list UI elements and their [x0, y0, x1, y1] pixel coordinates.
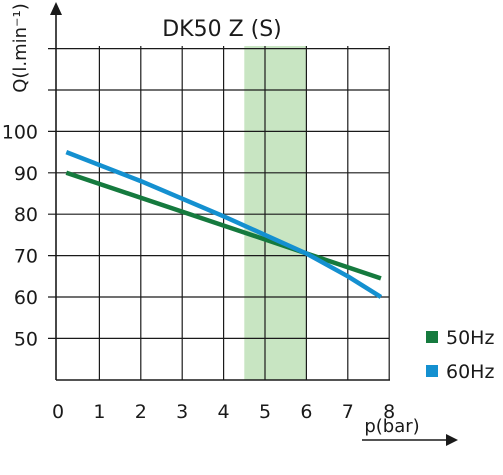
y-tick-label: 90 [14, 163, 38, 185]
x-tick-label: 1 [93, 401, 105, 423]
grid-layer [48, 46, 390, 380]
x-tick-label: 7 [342, 401, 354, 423]
series-line-50hz [65, 170, 382, 281]
x-tick-label: 3 [176, 401, 188, 423]
legend-swatch-50hz [426, 331, 438, 343]
x-tick-label: 4 [218, 401, 230, 423]
y-tick-label: 100 [2, 121, 38, 143]
legend-swatch-60hz [426, 365, 438, 377]
x-axis-label: p(bar) [364, 416, 419, 437]
legend-label-50hz: 50Hz [446, 327, 494, 349]
legend: 50Hz 60Hz [426, 327, 494, 383]
highlight-band-layer [244, 46, 307, 380]
y-axis-label: Q(l.min⁻¹) [10, 3, 31, 93]
series-layer [65, 150, 383, 299]
x-tick-label: 6 [300, 401, 312, 423]
chart-title: DK50 Z (S) [162, 17, 282, 42]
x-tick-label: 8 [383, 401, 395, 423]
y-axis-arrow-icon [50, 2, 62, 15]
highlight-band [244, 46, 307, 380]
xlabel-arrow-icon [446, 434, 458, 446]
y-tick-label: 70 [14, 246, 38, 268]
tick-label-layer: 0 1 2 3 4 5 6 7 8 50 60 70 80 90 100 [2, 121, 396, 423]
x-tick-label: 5 [259, 401, 271, 423]
legend-label-60hz: 60Hz [446, 361, 494, 383]
series-line-60hz [65, 150, 383, 299]
y-tick-label: 80 [14, 204, 38, 226]
x-tick-label: 0 [52, 401, 64, 423]
axis-layer [50, 2, 458, 446]
y-tick-label: 60 [14, 287, 38, 309]
x-tick-label: 2 [135, 401, 147, 423]
y-tick-label: 50 [14, 328, 38, 350]
